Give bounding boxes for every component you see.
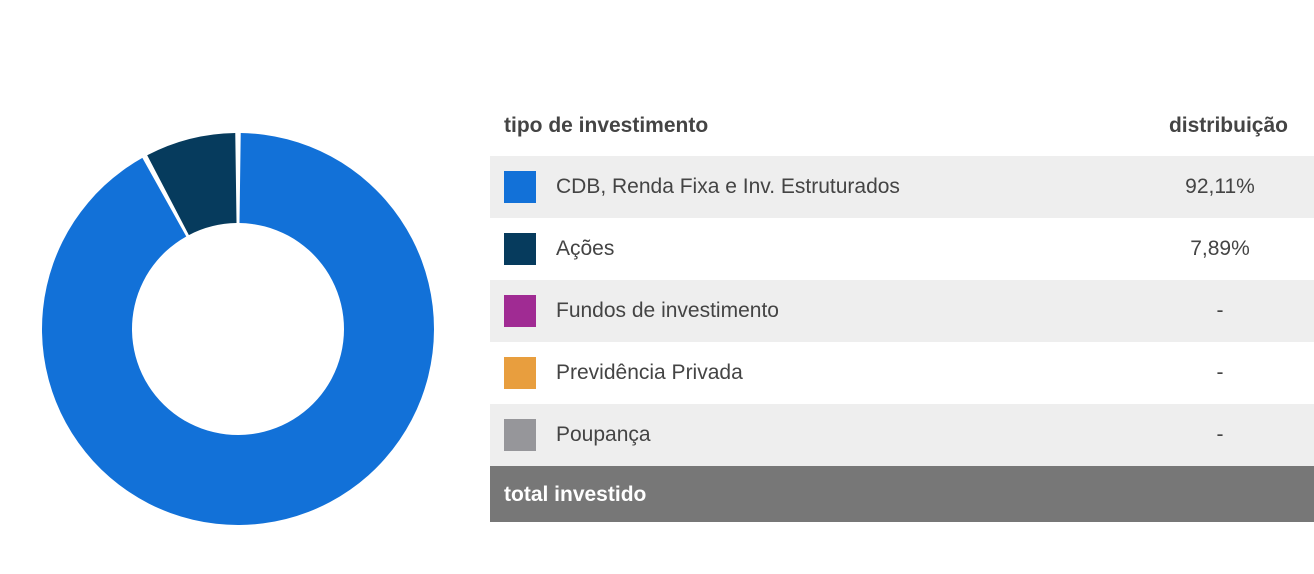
- row-label: Ações: [556, 237, 615, 260]
- table-row: CDB, Renda Fixa e Inv. Estruturados 92,1…: [490, 156, 1314, 218]
- legend-swatch: [504, 233, 536, 265]
- table-row: Fundos de investimento -: [490, 280, 1314, 342]
- donut-slice-1: [147, 133, 237, 236]
- legend-swatch: [504, 419, 536, 451]
- donut-chart: [41, 133, 434, 525]
- row-value: 92,11%: [1185, 175, 1255, 198]
- investment-distribution-table: tipo de investimento distribuição CDB, R…: [490, 96, 1314, 522]
- row-label: Fundos de investimento: [556, 299, 779, 322]
- legend-swatch: [504, 171, 536, 203]
- table-row: Poupança -: [490, 404, 1314, 466]
- table-row: Ações 7,89%: [490, 218, 1314, 280]
- total-row: total investido: [490, 466, 1314, 522]
- row-label: Poupança: [556, 423, 651, 446]
- row-value: -: [1216, 361, 1224, 384]
- row-value: 7,89%: [1190, 237, 1250, 260]
- table-row: Previdência Privada -: [490, 342, 1314, 404]
- column-header-type: tipo de investimento: [504, 114, 709, 137]
- legend-swatch: [504, 357, 536, 389]
- table-header: tipo de investimento distribuição: [490, 96, 1314, 156]
- row-value: -: [1216, 423, 1224, 446]
- row-label: Previdência Privada: [556, 361, 743, 384]
- row-value: -: [1216, 299, 1224, 322]
- donut-slice-0: [41, 133, 434, 525]
- total-label: total investido: [504, 483, 647, 506]
- legend-swatch: [504, 295, 536, 327]
- row-label: CDB, Renda Fixa e Inv. Estruturados: [556, 175, 900, 198]
- column-header-distribution: distribuição: [1168, 114, 1288, 137]
